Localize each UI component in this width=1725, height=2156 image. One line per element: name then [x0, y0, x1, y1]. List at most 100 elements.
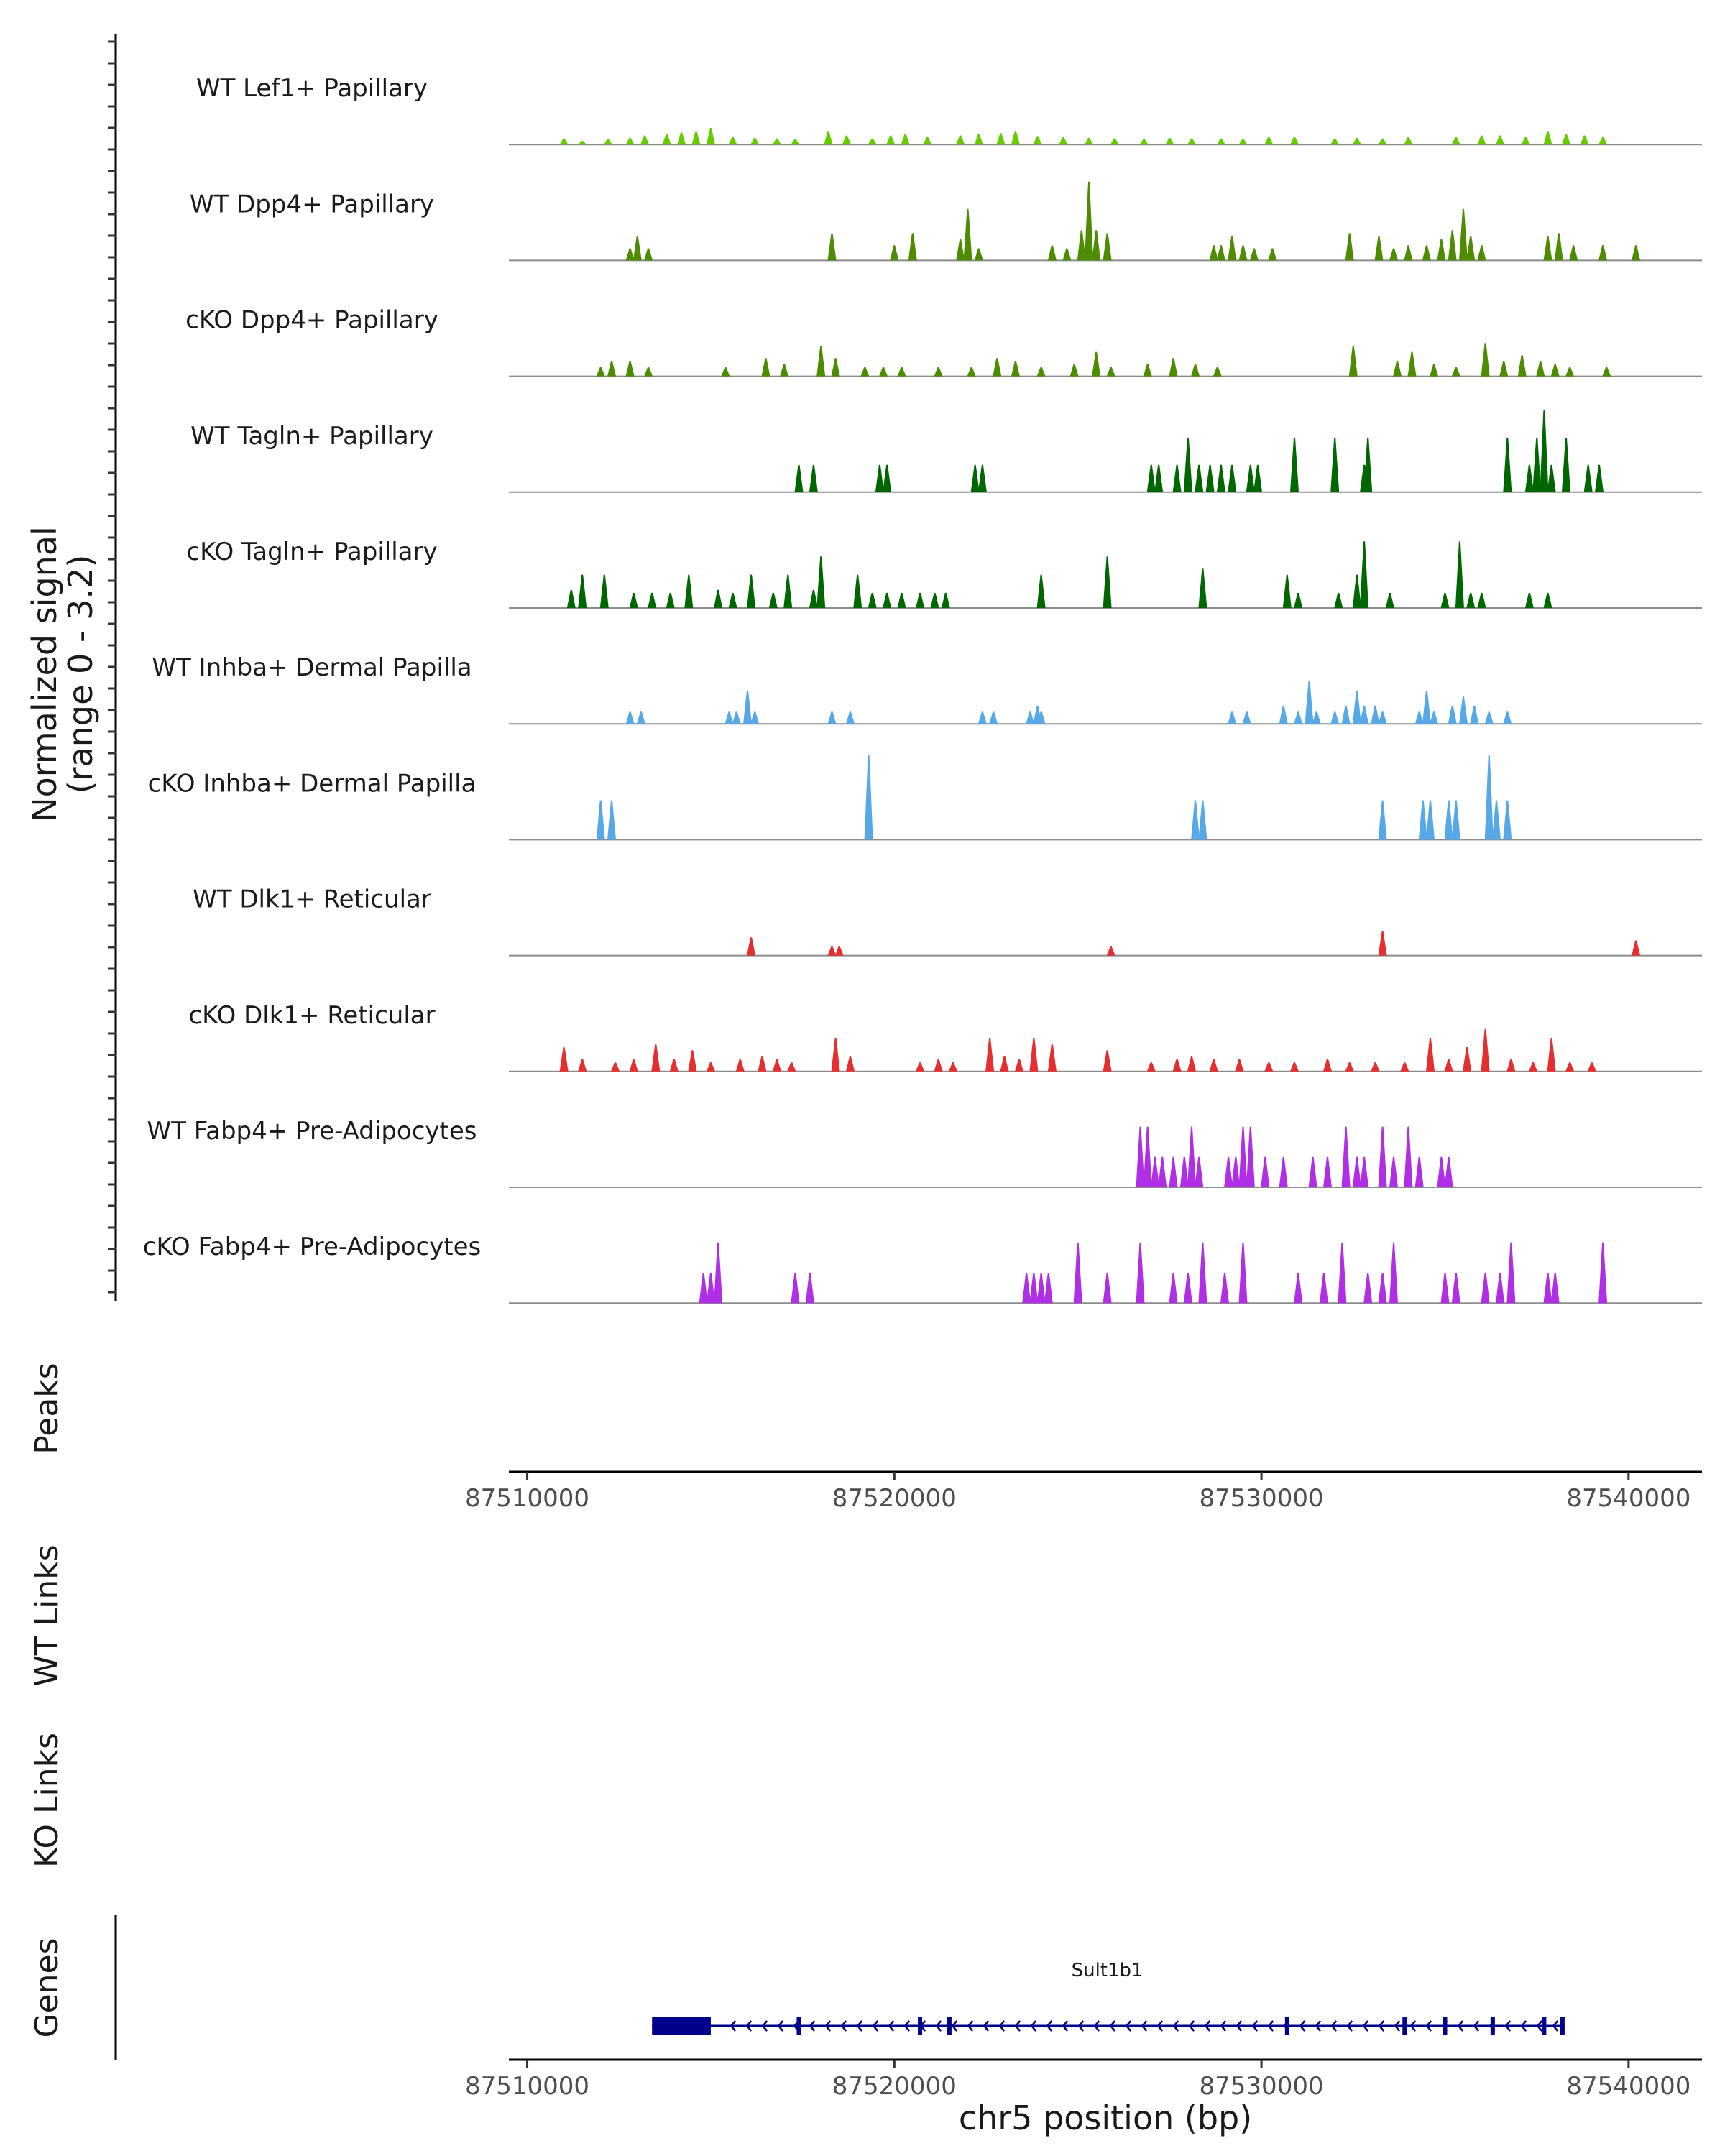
coverage-peak	[1565, 1062, 1575, 1072]
strand-arrow	[1504, 2020, 1512, 2032]
strand-arrow	[1362, 2020, 1369, 2032]
coverage-peak	[780, 364, 789, 377]
coverage-peak	[989, 711, 998, 724]
coverage-peak	[669, 1059, 678, 1072]
coverage-peak	[1187, 138, 1196, 145]
coverage-peak	[827, 946, 837, 956]
genes-panel-label: Genes	[29, 1938, 65, 2037]
coverage-peak	[1598, 245, 1608, 261]
coverage-peak	[772, 1059, 781, 1072]
coverage-peak	[596, 367, 605, 377]
coverage-peak	[868, 138, 877, 145]
coverage-peak	[1547, 464, 1556, 492]
gene-exon	[1443, 2017, 1448, 2035]
strand-arrow	[1172, 2020, 1179, 2032]
genes-x-axis-ticks: 87510000 87520000 87530000 87540000	[465, 2060, 1690, 2101]
gene-exon	[918, 2017, 923, 2035]
track-label: cKO Dpp4+ Papillary	[185, 306, 438, 335]
strand-arrow	[872, 2020, 879, 2032]
coverage-peak	[1360, 705, 1369, 724]
coverage-peak	[1587, 1062, 1596, 1072]
coverage-peak	[916, 592, 925, 608]
coverage-peak	[706, 128, 715, 145]
x-tick-label: 87540000	[1566, 2072, 1690, 2101]
coverage-peak	[1448, 230, 1457, 261]
coverage-peak	[1550, 1273, 1560, 1304]
coverage-peak	[934, 1059, 943, 1072]
coverage-peak	[868, 592, 877, 608]
coverage-peak	[1136, 1126, 1145, 1187]
gene-exon	[1284, 2017, 1289, 2035]
coverage-peak	[1254, 464, 1262, 492]
coverage-peak	[1440, 1273, 1450, 1304]
coverage-peak	[1198, 800, 1208, 840]
strand-arrow	[983, 2020, 990, 2032]
coverage-peak	[1378, 711, 1387, 724]
x-tick-label: 87510000	[465, 1484, 589, 1513]
coverage-peak	[956, 135, 965, 145]
strand-arrow	[1473, 2020, 1480, 2032]
x-tick-label: 87530000	[1200, 2072, 1324, 2101]
coverage-peak	[1547, 1038, 1556, 1072]
coverage-peak	[1529, 1062, 1537, 1072]
coverage-peak	[747, 574, 756, 608]
coverage-peak	[1290, 437, 1299, 492]
coverage-peak	[578, 141, 587, 145]
coverage-peak	[1036, 1273, 1046, 1304]
coverage-peak	[1238, 245, 1248, 261]
coverage-peak	[1073, 1242, 1082, 1304]
coverage-peak	[1506, 1242, 1516, 1304]
coverage-peak	[1404, 137, 1413, 145]
coverage-peak	[1085, 137, 1093, 145]
x-tick-label: 87540000	[1566, 1484, 1690, 1513]
coverage-peak	[890, 245, 899, 261]
coverage-peak	[1448, 705, 1457, 724]
coverage-peak	[1191, 364, 1200, 377]
coverage-peak	[993, 358, 1002, 377]
coverage-peak	[1598, 137, 1608, 145]
coverage-peak	[721, 367, 730, 377]
strand-arrow	[1552, 2020, 1559, 2032]
coverage-peak	[970, 464, 980, 492]
coverage-peak	[1216, 245, 1225, 261]
x-tick-label: 87520000	[832, 1484, 957, 1513]
track-label: cKO Tagln+ Papillary	[186, 538, 437, 566]
coverage-peak	[824, 131, 833, 145]
coverage-peak	[916, 1062, 925, 1072]
coverage-peak	[816, 556, 826, 608]
coverage-peak	[1036, 711, 1046, 724]
coverage-peak	[846, 1056, 855, 1072]
coverage-peak	[1426, 800, 1435, 840]
coverage-peak	[1426, 1038, 1435, 1072]
coverage-tracks: WT Lef1+ Papillary WT Dpp4+ Papillary cKO …	[143, 74, 1702, 1304]
coverage-peak	[1543, 1273, 1552, 1304]
coverage-peak	[1451, 800, 1460, 840]
coverage-peak	[1029, 1273, 1039, 1304]
coverage-peak	[1246, 1126, 1255, 1187]
coverage-peak	[1015, 1059, 1024, 1072]
coverage-peak	[728, 592, 737, 608]
coverage-peak	[853, 574, 862, 608]
coverage-peak	[596, 800, 605, 840]
coverage-peak	[923, 137, 932, 145]
coverage-peak	[1602, 367, 1611, 377]
coverage-peak	[1521, 137, 1530, 145]
coverage-peak	[1378, 931, 1387, 956]
coverage-peak	[1228, 236, 1237, 261]
coverage-peak	[834, 946, 844, 956]
strand-arrow	[1315, 2020, 1322, 2032]
strand-arrow	[809, 2020, 816, 2032]
wt-links-panel-label: WT Links	[29, 1544, 65, 1686]
coverage-peak	[625, 711, 635, 724]
coverage-peak	[1047, 245, 1057, 261]
coverage-peak	[732, 711, 741, 724]
coverage-peak	[1466, 592, 1476, 608]
coverage-peak	[1330, 138, 1340, 145]
coverage-peak	[699, 1273, 708, 1304]
strand-arrow	[1457, 2020, 1464, 2032]
coverage-peak	[963, 208, 972, 261]
coverage-peak	[1484, 755, 1494, 840]
y-axis-title-line1: Normalized signal	[25, 526, 64, 822]
strand-arrow	[1236, 2020, 1243, 2032]
strand-arrow	[1536, 2020, 1543, 2032]
